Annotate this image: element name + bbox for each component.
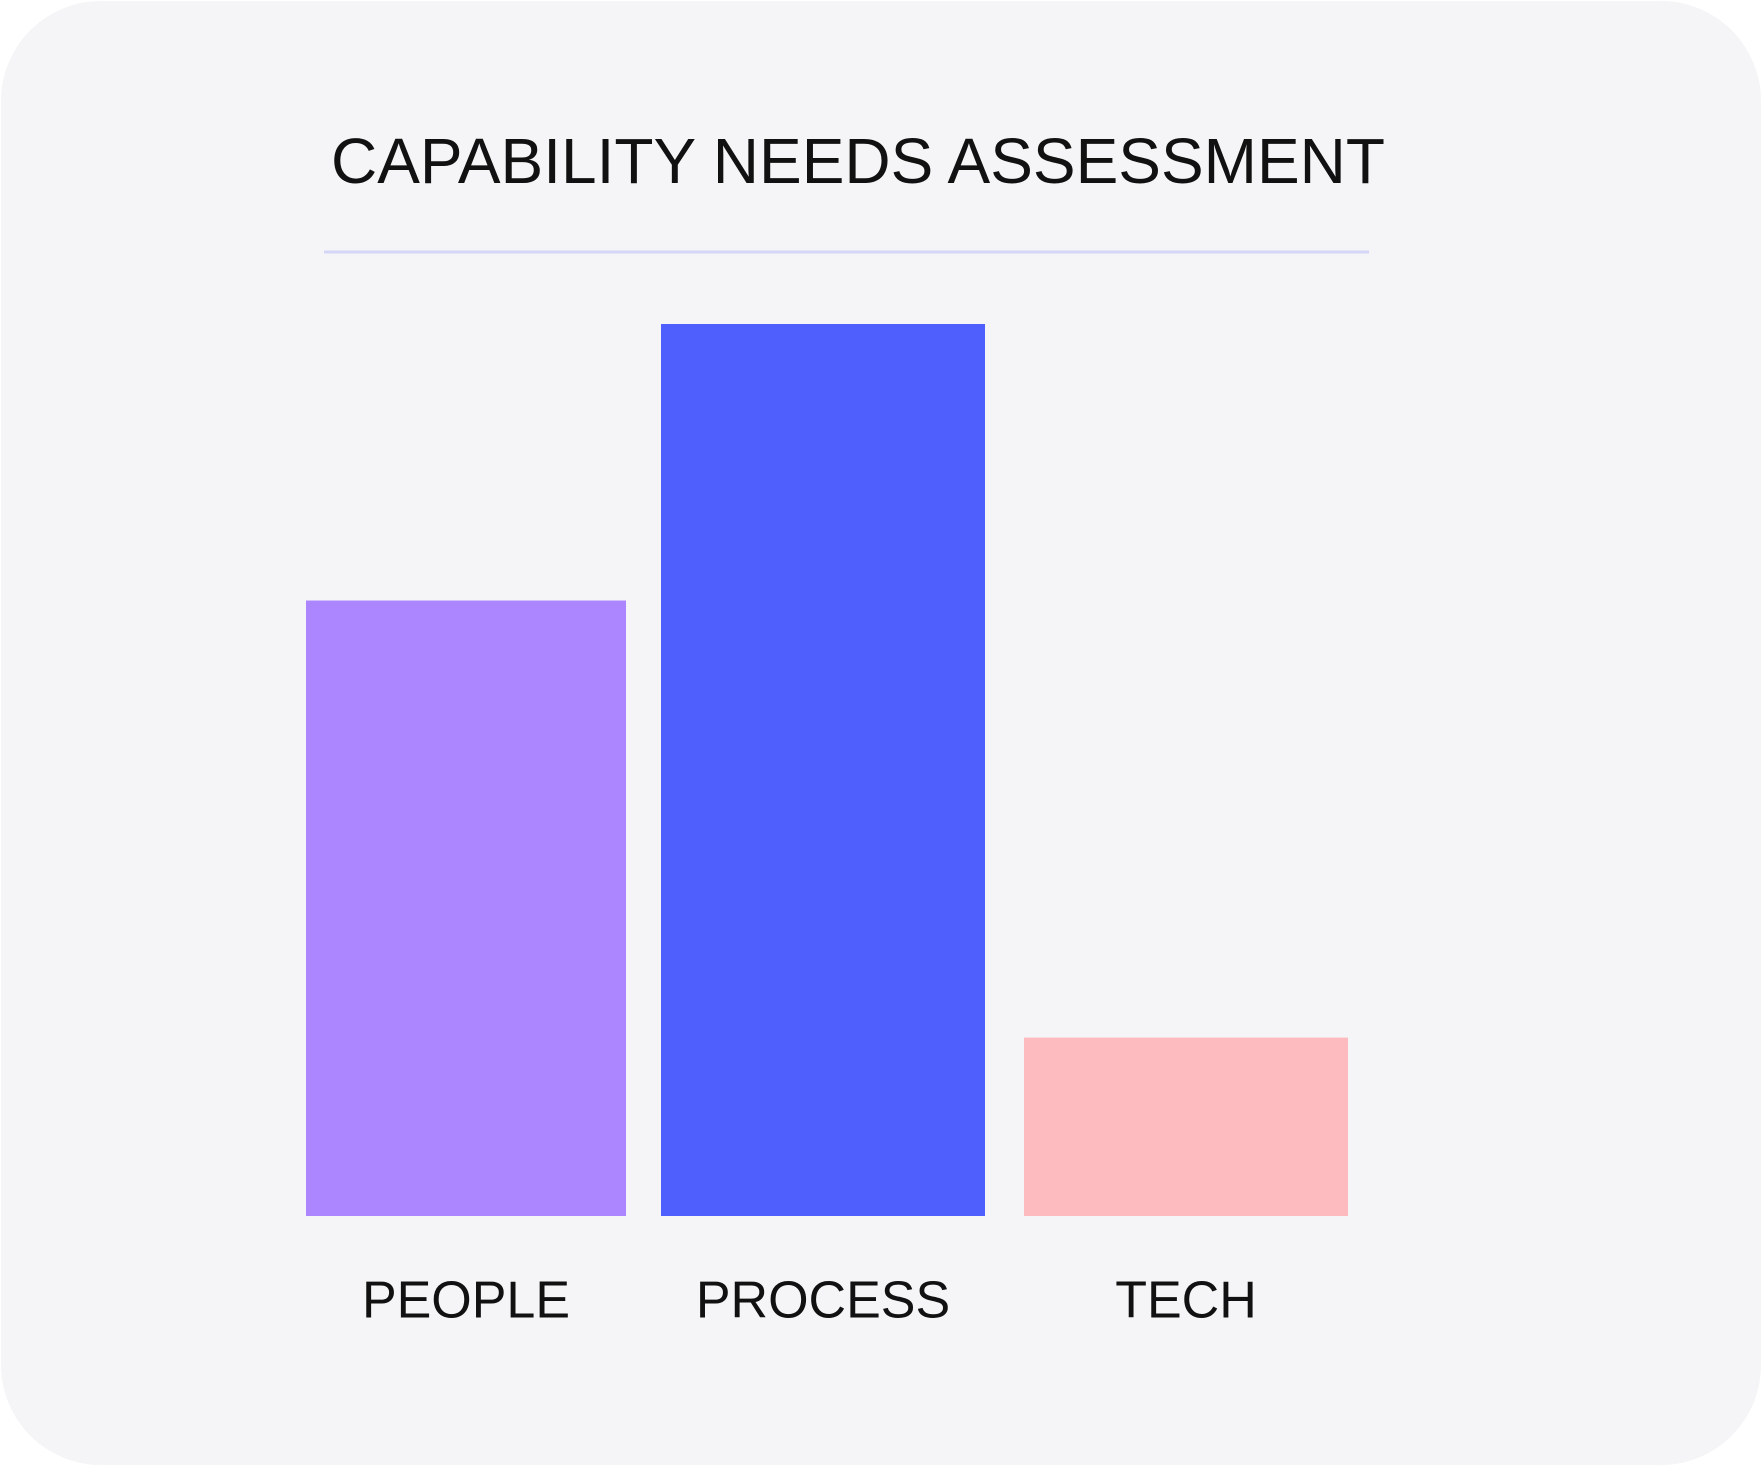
bar xyxy=(661,324,985,1216)
bar xyxy=(306,600,626,1216)
x-tick-label: PROCESS xyxy=(696,1272,950,1330)
bar xyxy=(1024,1037,1348,1216)
x-tick-label: TECH xyxy=(1115,1272,1257,1330)
chart-title: CAPABILITY NEEDS ASSESSMENT xyxy=(331,125,1385,197)
x-tick-label: PEOPLE xyxy=(362,1272,570,1330)
